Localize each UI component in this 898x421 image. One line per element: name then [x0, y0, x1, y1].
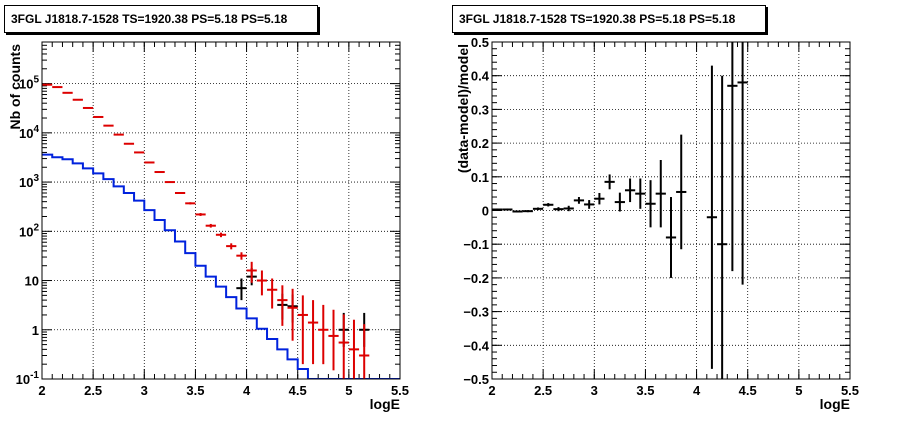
residual-point	[543, 203, 554, 207]
y-tick-label: 10	[25, 274, 39, 289]
y-tick-label: 102	[19, 222, 39, 239]
x-tick-label: 3	[141, 383, 148, 398]
data-red-point	[348, 319, 360, 379]
x-tick-label: 3.5	[636, 383, 654, 398]
data-red-point	[277, 285, 288, 326]
residual-point	[717, 75, 728, 379]
y-tick-label: 103	[19, 173, 39, 190]
left-panel-counts: 2 2.5 3 3.5 4 4.5 5 5.5 10-1 1 10 102 103 104 105 logE N…	[7, 41, 409, 412]
data-red-point	[256, 270, 268, 296]
data-red-point	[185, 202, 196, 205]
y-tick-label: 10-1	[16, 370, 40, 387]
left-chart-title: 3FGL J1818.7-1528 TS=1920.38 PS=5.18 PS=…	[4, 5, 318, 33]
x-tick-label: 5.5	[391, 383, 409, 398]
data-red-point	[134, 151, 145, 154]
data-red-point	[328, 309, 339, 371]
y-axis-label: Nb of counts	[7, 44, 23, 130]
y-tick-label: 1	[32, 323, 39, 338]
y-tick-label: 104	[19, 124, 39, 141]
y-tick-label: −0.5	[463, 372, 489, 387]
data-red-point	[205, 223, 216, 228]
data-red-point	[154, 171, 165, 174]
x-axis-label: logE	[820, 396, 850, 412]
x-tick-label: 4.5	[739, 383, 757, 398]
data-red-point	[195, 213, 206, 216]
right-panel-residuals: 2 2.5 3 3.5 4 4.5 5 5.5 −0.5 −0.4 −0.3 −0.2 −0.1 0 0.1…	[455, 35, 859, 412]
residual-point	[594, 192, 605, 205]
data-red-point	[338, 314, 349, 379]
residual-point	[604, 174, 615, 190]
y-tick-label: 0.2	[471, 136, 489, 151]
x-tick-label: 3	[591, 383, 598, 398]
x-tick-label: 5	[795, 383, 802, 398]
residual-point	[573, 197, 585, 204]
residual-point	[584, 200, 595, 209]
right-plot-marks	[492, 42, 748, 379]
x-tick-label: 2	[38, 383, 45, 398]
y-tick-label: 0.5	[471, 35, 489, 50]
x-tick-label: 2.5	[534, 383, 552, 398]
residual-point	[665, 197, 677, 278]
right-chart-title: 3FGL J1818.7-1528 TS=1920.38 PS=5.18 PS=…	[452, 5, 766, 33]
plot-frame	[41, 41, 401, 380]
data-black-point	[236, 278, 247, 301]
x-tick-label: 2	[488, 383, 495, 398]
y-tick-label: 0.1	[471, 170, 489, 185]
model-step-line	[42, 153, 400, 379]
data-red-point	[246, 261, 257, 283]
y-tick-label: −0.1	[463, 237, 489, 252]
y-tick-label: 0.4	[471, 69, 490, 84]
y-tick-label: −0.2	[463, 271, 489, 286]
plot-area	[42, 42, 400, 379]
residual-point	[645, 180, 656, 228]
residual-point	[614, 192, 625, 212]
residual-point	[676, 134, 687, 250]
x-axis-label: logE	[370, 396, 400, 412]
residual-point	[655, 159, 666, 228]
left-plot-marks	[42, 83, 400, 379]
data-red-point	[297, 295, 308, 365]
residual-point	[635, 178, 646, 209]
residual-point	[737, 42, 748, 285]
data-red-point	[144, 161, 155, 164]
x-tick-label: 3.5	[186, 383, 204, 398]
data-red-point	[236, 252, 247, 260]
data-red-point	[359, 324, 370, 379]
residual-point	[727, 42, 738, 272]
x-tick-label: 5	[345, 383, 352, 398]
residual-point	[563, 205, 574, 212]
x-tick-label: 4.5	[289, 383, 307, 398]
y-axis-label: (data-model)/model	[455, 44, 471, 173]
data-red-point	[215, 232, 227, 238]
residual-point	[512, 210, 523, 213]
residual-point	[624, 178, 636, 203]
residual-point	[522, 210, 533, 213]
residual-point	[532, 207, 544, 211]
data-red-point	[164, 181, 175, 184]
data-red-point	[174, 191, 186, 194]
data-red-point	[267, 278, 278, 309]
data-red-point	[123, 142, 135, 145]
data-red-point	[318, 304, 329, 365]
data-red-point	[307, 300, 319, 365]
y-tick-label: 0	[482, 204, 489, 219]
data-red-point	[287, 288, 298, 341]
residual-point	[492, 208, 503, 211]
x-tick-label: 5.5	[841, 383, 859, 398]
y-tick-label: 0.3	[471, 102, 489, 117]
y-tick-label: −0.3	[463, 305, 489, 320]
y-tick-label: −0.4	[463, 338, 489, 353]
residual-point	[502, 208, 513, 211]
x-tick-label: 4	[243, 383, 251, 398]
x-tick-label: 4	[693, 383, 701, 398]
residual-point	[706, 65, 718, 369]
residual-point	[553, 207, 564, 212]
y-tick-label: 105	[19, 75, 39, 92]
data-red-point	[226, 243, 237, 250]
plot-frame	[491, 41, 851, 380]
x-tick-label: 2.5	[84, 383, 102, 398]
